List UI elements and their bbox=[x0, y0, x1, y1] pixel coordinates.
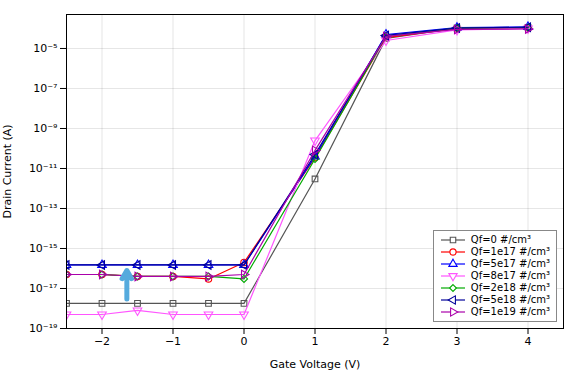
html-text:Qf=5e18 #/cm³: Qf=5e18 #/cm³ bbox=[470, 294, 550, 305]
html-text:Qf=1e19 #/cm³: Qf=1e19 #/cm³ bbox=[470, 306, 550, 317]
svg-text:10⁻¹¹: 10⁻¹¹ bbox=[29, 162, 58, 175]
svg-text:10⁻¹⁵: 10⁻¹⁵ bbox=[29, 242, 58, 255]
html-text:Qf=5e17 #/cm³: Qf=5e17 #/cm³ bbox=[470, 258, 550, 269]
html-text:Qf=8e17 #/cm³: Qf=8e17 #/cm³ bbox=[470, 270, 550, 281]
svg-text:3: 3 bbox=[454, 335, 461, 348]
html-text:Qf=2e18 #/cm³: Qf=2e18 #/cm³ bbox=[470, 282, 550, 293]
svg-text:10⁻⁷: 10⁻⁷ bbox=[33, 82, 57, 95]
svg-text:10⁻¹⁷: 10⁻¹⁷ bbox=[29, 282, 58, 295]
svg-text:Drain Current (A): Drain Current (A) bbox=[1, 124, 14, 218]
html-text:Qf=1e17 #/cm³: Qf=1e17 #/cm³ bbox=[470, 246, 550, 257]
svg-text:0: 0 bbox=[241, 335, 248, 348]
svg-text:4: 4 bbox=[525, 335, 532, 348]
svg-text:10⁻¹⁹: 10⁻¹⁹ bbox=[29, 322, 58, 335]
svg-text:10⁻⁵: 10⁻⁵ bbox=[33, 42, 57, 55]
svg-text:1: 1 bbox=[312, 335, 319, 348]
svg-text:−1: −1 bbox=[165, 335, 181, 348]
svg-text:10⁻¹³: 10⁻¹³ bbox=[29, 202, 58, 215]
svg-text:10⁻⁹: 10⁻⁹ bbox=[33, 122, 57, 135]
html-text:Qf=0 #/cm³: Qf=0 #/cm³ bbox=[470, 234, 532, 245]
svg-text:−2: −2 bbox=[94, 335, 110, 348]
svg-text:Gate Voltage (V): Gate Voltage (V) bbox=[270, 358, 361, 370]
svg-text:2: 2 bbox=[383, 335, 390, 348]
